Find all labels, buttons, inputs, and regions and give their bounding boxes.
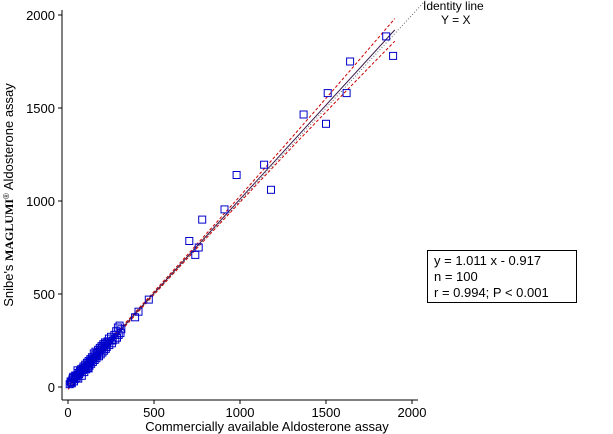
data-point [134, 307, 143, 316]
identity-line-equation: Y = X [441, 13, 470, 27]
tick-marks [58, 14, 413, 404]
data-point [117, 325, 126, 334]
ci-lower-line [67, 40, 396, 390]
data-point [232, 171, 241, 179]
x-tick-label-1500: 1500 [312, 405, 341, 420]
y-tick-label-1500: 1500 [26, 101, 55, 116]
y-tick-label-2000: 2000 [26, 8, 55, 23]
y-tick-label-0: 0 [48, 380, 55, 395]
regression-line [67, 29, 396, 388]
y-tick-label-500: 500 [33, 287, 55, 302]
data-point [185, 237, 194, 245]
data-point [73, 366, 82, 375]
data-point [346, 57, 355, 66]
x-tick-label-2000: 2000 [398, 405, 427, 420]
data-point [198, 215, 207, 224]
tick-labels: 0 500 1000 1500 2000 0 500 1000 1500 2000 [26, 8, 426, 420]
correlation-stats: r = 0.994; P < 0.001 [434, 285, 549, 300]
sample-size: n = 100 [434, 269, 478, 284]
data-point [323, 89, 332, 98]
data-point [267, 185, 275, 194]
data-point [67, 379, 76, 388]
y-tick-label-1000: 1000 [26, 194, 55, 209]
data-points [65, 32, 398, 389]
y-axis-title-registered: ® [2, 193, 11, 199]
regression-stats-box: y = 1.011 x - 0.917 n = 100 r = 0.994; P… [427, 250, 577, 303]
x-tick-label-0: 0 [64, 405, 71, 420]
regression-equation: y = 1.011 x - 0.917 [434, 253, 542, 268]
y-axis-title-prefix: Snibe's [1, 261, 16, 307]
data-point [104, 334, 113, 343]
y-axis-title-suffix: Aldosterone assay [1, 83, 16, 193]
data-point [144, 295, 153, 304]
y-axis-title: Snibe's MAGLUMI® Aldosterone assay [1, 83, 16, 307]
data-point [382, 32, 391, 41]
data-point [342, 89, 351, 98]
fit-lines [67, 0, 427, 390]
data-point [389, 51, 398, 60]
data-point [114, 330, 123, 339]
data-point [220, 205, 229, 214]
x-axis-title: Commercially available Aldosterone assay [145, 419, 389, 434]
x-tick-label-500: 500 [143, 405, 165, 420]
y-axis-title-brand: MAGLUMI [2, 199, 16, 261]
x-tick-label-1000: 1000 [226, 405, 255, 420]
data-point [322, 119, 330, 128]
identity-line-label: Identity line [423, 0, 484, 13]
data-point [103, 338, 112, 347]
data-point [84, 364, 93, 373]
data-point [260, 160, 269, 169]
data-point [299, 110, 308, 119]
data-point [194, 243, 203, 252]
